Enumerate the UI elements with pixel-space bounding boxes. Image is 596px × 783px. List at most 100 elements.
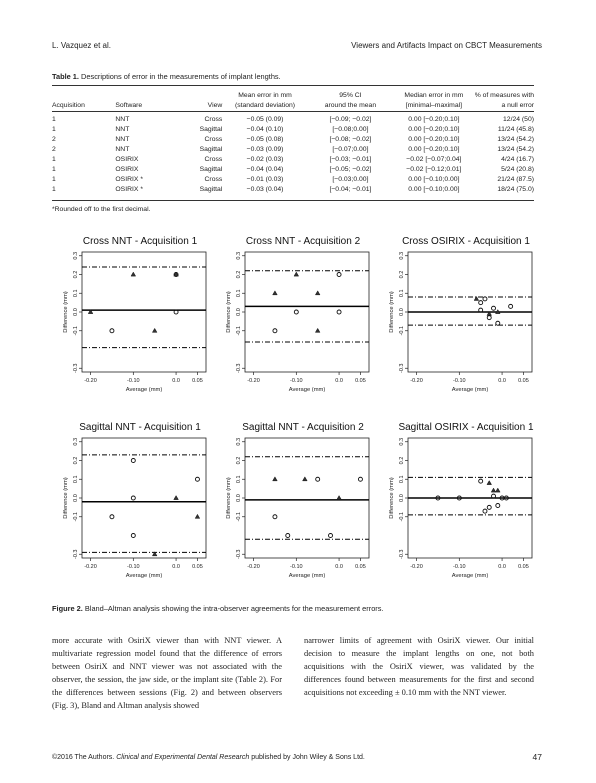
x-tick-label: -0.10 [290, 378, 303, 384]
x-axis-label: Average (mm) [452, 387, 489, 393]
y-tick-label: -0.1 [236, 326, 242, 335]
table-cell: 0.00 [−0.10;0.00] [408, 176, 460, 184]
y-tick-label: 0.1 [399, 475, 405, 483]
table-cell: [−0.03; −0.01] [329, 155, 372, 163]
error-table: Acquisition Software View Mean error in … [52, 86, 534, 195]
data-point-circle [357, 476, 363, 482]
data-point-circle [482, 508, 488, 514]
data-point-triangle [173, 495, 179, 500]
x-tick-label: -0.10 [127, 378, 140, 384]
table-row: 1 OSIRIX * Sagittal −0.03 (0.04) [−0.04; −0.… [52, 185, 534, 195]
copyright: ©2016 The Authors. [52, 754, 115, 761]
x-axis-label: Average (mm) [289, 387, 326, 393]
data-point-circle [285, 533, 291, 538]
data-point-triangle [272, 290, 278, 296]
data-point-triangle [314, 290, 321, 296]
data-point-circle [478, 478, 484, 484]
table-cell: OSIRIX * [115, 186, 143, 194]
y-tick-label: 0.2 [73, 457, 79, 465]
x-tick-label: 0.0 [172, 564, 180, 570]
table-cell: 2 [52, 145, 56, 153]
publisher: published by John Wiley & Sons Ltd. [251, 754, 365, 761]
data-point-circle [173, 309, 179, 315]
body-text-left-column: more accurate with OsiriX viewer than wi… [52, 636, 282, 710]
data-point-triangle [87, 309, 94, 314]
table-cell: Sagittal [199, 125, 223, 133]
data-point-circle [491, 305, 496, 311]
table-cell: −0.02 [−0.07;0.04] [406, 155, 462, 163]
column-header-line2: a null error [501, 102, 535, 109]
column-header-line1: Median error in mm [404, 92, 464, 99]
y-axis-label: Difference (mm) [63, 477, 69, 519]
data-point-triangle [473, 295, 480, 301]
data-point-circle [478, 300, 484, 306]
data-point-triangle [495, 487, 501, 493]
y-tick-label: 0.1 [236, 289, 242, 297]
y-tick-label: 0.0 [399, 308, 405, 316]
x-tick-label: -0.20 [247, 378, 260, 384]
table-row: 2 NNT Sagittal −0.03 (0.09) [−0.07;0.00] 0.00… [52, 144, 534, 154]
data-point-triangle [272, 476, 278, 482]
chart-title: Cross NNT - Acquisition 2 [246, 236, 361, 247]
x-axis-label: Average (mm) [126, 573, 163, 579]
data-point-circle [315, 476, 321, 482]
y-tick-label: 0.2 [399, 271, 405, 279]
x-tick-label: 0.05 [518, 378, 529, 384]
plot-frame [81, 251, 207, 373]
table-cell: [−0.09; −0.02] [329, 115, 372, 123]
chart-title: Sagittal OSIRIX - Acquisition 1 [398, 422, 534, 433]
table-cell: [−0.05; −0.02] [329, 166, 372, 174]
data-point-circle [435, 495, 441, 501]
table-cell: 0.00 [−0.20;0.10] [408, 135, 460, 143]
y-tick-label: -0.3 [399, 550, 405, 559]
table-top-rule [52, 85, 534, 86]
column-header: Acquisition [52, 86, 115, 111]
chart-title: Cross OSIRIX - Acquisition 1 [402, 236, 530, 247]
figure-label: Figure 2. [52, 604, 83, 613]
data-point-circle [456, 495, 462, 501]
data-point-triangle [293, 271, 300, 277]
y-tick-label: 0.3 [399, 252, 405, 260]
data-point-triangle [151, 551, 158, 557]
y-tick-label: -0.1 [399, 512, 405, 521]
y-tick-label: -0.3 [73, 364, 79, 373]
x-tick-label: -0.10 [290, 564, 303, 570]
table-cell: [−0.07;0.00] [332, 145, 369, 153]
table-row: 1 NNT Sagittal −0.04 (0.10) [−0.08;0.00] 0.00… [52, 124, 534, 134]
table-cell: Cross [204, 155, 223, 163]
table-cell: 0.00 [−0.20;0.10] [408, 115, 460, 123]
y-axis-label: Difference (mm) [389, 291, 395, 333]
table-cell: NNT [115, 115, 130, 123]
y-tick-label: 0.3 [399, 438, 405, 446]
y-tick-label: 0.0 [399, 494, 405, 502]
y-tick-label: -0.3 [236, 550, 242, 559]
y-tick-label: 0.0 [236, 308, 242, 316]
table-cell: −0.03 (0.04) [246, 186, 284, 194]
x-axis-label: Average (mm) [126, 387, 163, 393]
data-point-circle [130, 495, 136, 501]
data-point-triangle [495, 309, 501, 314]
table-cell: −0.04 (0.04) [246, 166, 284, 174]
table-cell: [−0.08;0.00] [332, 125, 369, 133]
y-tick-label: 0.3 [236, 438, 242, 446]
y-tick-label: 0.3 [73, 438, 79, 446]
table-cell: [−0.08; −0.02] [329, 135, 372, 143]
data-point-circle [272, 328, 278, 334]
data-point-circle [486, 504, 492, 510]
x-axis-label: Average (mm) [452, 573, 489, 579]
data-point-circle [130, 458, 136, 463]
data-point-triangle [336, 495, 342, 500]
table-cell: 1 [52, 176, 56, 184]
y-axis-label: Difference (mm) [226, 291, 232, 333]
x-tick-label: -0.10 [127, 564, 140, 570]
table-cell: −0.02 [−0.12;0.01] [406, 166, 462, 174]
data-point-circle [491, 493, 496, 499]
x-tick-label: -0.20 [84, 564, 97, 570]
table-caption: Table 1. Descriptions of error in the me… [52, 72, 281, 81]
y-tick-label: -0.1 [399, 326, 405, 335]
table-cell: −0.04 (0.10) [246, 125, 284, 133]
table-header-row: Acquisition Software View Mean error in … [52, 86, 534, 111]
y-tick-label: -0.3 [73, 550, 79, 559]
data-point-circle [109, 328, 115, 334]
data-point-circle [503, 495, 509, 501]
